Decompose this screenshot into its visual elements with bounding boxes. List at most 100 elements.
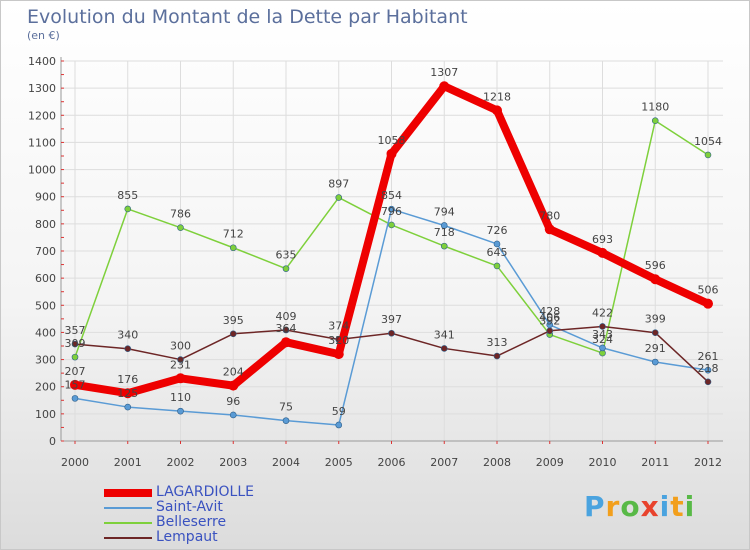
data-point [440, 345, 448, 352]
data-label: 422 [592, 306, 613, 319]
data-point [386, 148, 397, 159]
data-point [597, 247, 608, 258]
data-label: 59 [332, 405, 346, 418]
data-label: 364 [276, 322, 297, 335]
data-label: 855 [117, 189, 138, 202]
data-label: 1218 [483, 90, 511, 103]
data-label: 718 [434, 226, 455, 239]
data-point [229, 330, 237, 338]
y-tick-label: 900 [35, 191, 56, 204]
y-tick-label: 400 [35, 326, 56, 339]
y-tick-label: 1200 [28, 109, 56, 122]
data-point [388, 205, 395, 213]
data-point [177, 356, 184, 363]
y-tick-label: 0 [49, 435, 56, 448]
data-point [546, 327, 554, 335]
y-tick-label: 100 [35, 408, 56, 421]
x-tick-label: 2003 [219, 456, 247, 469]
data-label: 1180 [641, 101, 669, 114]
data-label: 1058 [378, 134, 406, 147]
proxiti-logo: Proxiti [584, 490, 695, 523]
data-label: 506 [698, 284, 719, 297]
data-label: 1054 [694, 135, 722, 148]
data-point [282, 417, 290, 424]
data-label: 291 [645, 342, 666, 355]
data-label: 392 [539, 315, 560, 328]
x-tick-label: 2005 [325, 456, 353, 469]
data-label: 374 [328, 319, 349, 332]
data-label: 320 [328, 334, 349, 347]
data-label: 75 [279, 401, 293, 414]
data-label: 409 [276, 310, 297, 323]
data-point [651, 117, 659, 125]
legend-label: Belleserre [156, 514, 227, 530]
data-point [599, 323, 606, 330]
data-label: 340 [117, 329, 138, 342]
x-tick-label: 2009 [536, 456, 564, 469]
data-point [335, 421, 343, 429]
data-label: 176 [117, 373, 138, 386]
data-label: 300 [170, 340, 191, 353]
data-label: 397 [381, 313, 402, 326]
x-tick-label: 2001 [114, 456, 142, 469]
data-point [440, 222, 448, 229]
data-label: 399 [645, 313, 666, 326]
data-label: 796 [381, 205, 402, 218]
data-label: 313 [487, 336, 508, 349]
legend-swatch [104, 521, 152, 524]
data-label: 596 [645, 259, 666, 272]
data-point [651, 358, 659, 366]
x-tick-label: 2004 [272, 456, 300, 469]
data-label: 309 [65, 337, 86, 350]
data-point [493, 262, 501, 270]
data-label: 712 [223, 228, 244, 241]
logo-letter: o [620, 490, 641, 523]
data-point [71, 395, 79, 402]
data-point [544, 224, 555, 235]
data-point [124, 205, 132, 213]
logo-letter: i [659, 490, 671, 523]
data-point [439, 81, 450, 92]
data-point [124, 345, 132, 353]
data-point [388, 221, 395, 229]
data-label: 786 [170, 208, 191, 221]
data-point [71, 340, 79, 348]
y-tick-label: 700 [35, 245, 56, 258]
data-point [703, 298, 713, 309]
y-tick-label: 300 [35, 354, 56, 367]
data-point [281, 337, 291, 348]
x-tick-label: 2002 [167, 456, 195, 469]
logo-letter: x [640, 490, 660, 523]
data-point [177, 224, 184, 231]
data-label: 635 [276, 249, 297, 262]
x-tick-label: 2007 [430, 456, 458, 469]
data-label: 645 [487, 246, 508, 259]
y-tick-label: 1000 [28, 164, 56, 177]
chart-title: Evolution du Montant de la Dette par Hab… [27, 6, 468, 28]
data-point [333, 349, 344, 360]
data-point [388, 329, 395, 337]
x-tick-label: 2006 [378, 456, 406, 469]
data-point [229, 411, 237, 419]
data-point [175, 373, 186, 384]
data-point [177, 407, 184, 415]
logo-letter: i [684, 490, 696, 523]
legend-swatch [104, 506, 152, 509]
data-label: 854 [381, 189, 402, 202]
x-tick-label: 2008 [483, 456, 511, 469]
y-tick-label: 600 [35, 272, 56, 285]
data-label: 157 [65, 378, 86, 391]
data-label: 341 [434, 328, 455, 341]
data-label: 897 [328, 178, 349, 191]
data-point [651, 329, 659, 337]
data-label: 204 [223, 366, 244, 379]
y-tick-label: 200 [35, 381, 56, 394]
logo-letter: P [584, 490, 606, 523]
data-point [335, 194, 343, 201]
x-tick-label: 2011 [641, 456, 669, 469]
data-point [704, 378, 712, 386]
legend-swatch [104, 488, 152, 497]
data-label: 406 [539, 311, 560, 324]
data-point [493, 240, 501, 248]
y-tick-label: 1400 [28, 55, 56, 68]
